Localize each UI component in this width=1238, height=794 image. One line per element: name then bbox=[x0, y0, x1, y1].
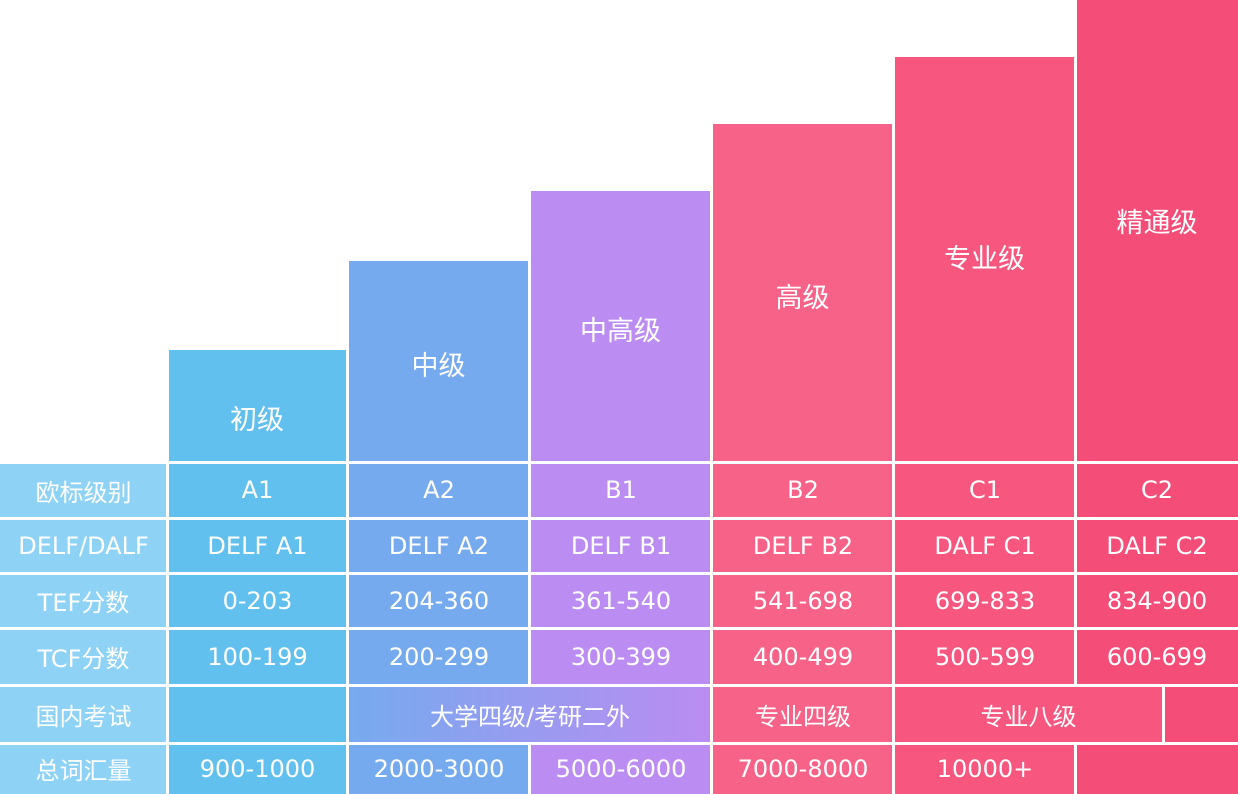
row-divider bbox=[0, 742, 1238, 745]
level-name-c1: 专业级 bbox=[944, 244, 1025, 275]
col-divider bbox=[710, 124, 713, 794]
delf-b2: DELF B2 bbox=[752, 531, 854, 560]
col-divider bbox=[892, 57, 895, 794]
vocab-c2 bbox=[1076, 743, 1238, 794]
row-divider bbox=[0, 684, 1238, 687]
tef-c2: 834-900 bbox=[1106, 586, 1208, 615]
tcf-a1: 100-199 bbox=[207, 642, 308, 671]
bar-a1: 初级 bbox=[167, 350, 347, 462]
col-divider bbox=[528, 191, 531, 685]
row-divider bbox=[0, 461, 1238, 464]
domestic-tem4: 专业四级 bbox=[755, 702, 851, 731]
level-name-a2: 中级 bbox=[411, 351, 466, 382]
bar-b2: 高级 bbox=[712, 124, 893, 462]
level-name-b2: 高级 bbox=[775, 283, 830, 314]
level-name-b1: 中高级 bbox=[580, 316, 661, 347]
tcf-b1: 300-399 bbox=[570, 642, 672, 671]
domestic-cet-kaoyan: 大学四级/考研二外 bbox=[348, 685, 712, 743]
tef-a1: 0-203 bbox=[222, 586, 293, 615]
cefr-b1: B1 bbox=[605, 476, 637, 504]
row-divider bbox=[0, 517, 1238, 520]
tef-c1: 699-833 bbox=[934, 586, 1036, 615]
col-divider bbox=[1074, 743, 1077, 794]
level-name-c2: 精通级 bbox=[1116, 208, 1198, 239]
bar-c1: 专业级 bbox=[894, 57, 1075, 462]
cefr-a2: A2 bbox=[423, 476, 455, 504]
row-label-tef: TEF分数 bbox=[37, 589, 130, 617]
vocab-b1: 5000-6000 bbox=[555, 754, 687, 783]
col-divider bbox=[1162, 685, 1165, 743]
level-name-a1: 初级 bbox=[230, 405, 284, 436]
vocab-a2: 2000-3000 bbox=[373, 754, 505, 783]
row-divider bbox=[0, 572, 1238, 575]
cefr-b2: B2 bbox=[787, 476, 819, 504]
vocab-b2: 7000-8000 bbox=[737, 754, 869, 783]
tcf-c1: 500-599 bbox=[934, 642, 1036, 671]
delf-a1: DELF A1 bbox=[207, 531, 308, 560]
vocab-c1: 10000+ bbox=[936, 754, 1034, 783]
row-label-delf: DELF/DALF bbox=[18, 531, 149, 560]
tcf-a2: 200-299 bbox=[388, 642, 490, 671]
col-divider bbox=[1074, 0, 1077, 685]
domestic-tem8: 专业八级 bbox=[894, 685, 1163, 743]
tef-a2: 204-360 bbox=[388, 586, 490, 615]
cefr-a1: A1 bbox=[241, 476, 274, 504]
cefr-c1: C1 bbox=[968, 476, 1002, 504]
dalf-c1: DALF C1 bbox=[934, 531, 1036, 560]
tef-b2: 541-698 bbox=[752, 586, 854, 615]
col-divider bbox=[346, 261, 349, 794]
dalf-c2: DALF C2 bbox=[1106, 531, 1208, 560]
col-divider bbox=[528, 743, 531, 794]
col-divider bbox=[166, 350, 169, 794]
row-label-tcf: TCF分数 bbox=[37, 645, 130, 673]
bar-a2: 中级 bbox=[348, 261, 529, 462]
tcf-c2: 600-699 bbox=[1106, 642, 1208, 671]
delf-a2: DELF A2 bbox=[388, 531, 490, 560]
cefr-c2: C2 bbox=[1140, 476, 1174, 504]
row-divider bbox=[0, 627, 1238, 630]
row-label-vocab: 总词汇量 bbox=[35, 757, 132, 785]
row-label-domestic: 国内考试 bbox=[35, 702, 132, 731]
vocab-a1: 900-1000 bbox=[199, 754, 316, 783]
tcf-b2: 400-499 bbox=[752, 642, 854, 671]
bar-b1: 中高级 bbox=[530, 191, 711, 462]
delf-b1: DELF B1 bbox=[570, 531, 672, 560]
row-label-cefr: 欧标级别 bbox=[35, 478, 132, 507]
bar-c2: 精通级 bbox=[1076, 0, 1238, 462]
tef-b1: 361-540 bbox=[570, 586, 672, 615]
